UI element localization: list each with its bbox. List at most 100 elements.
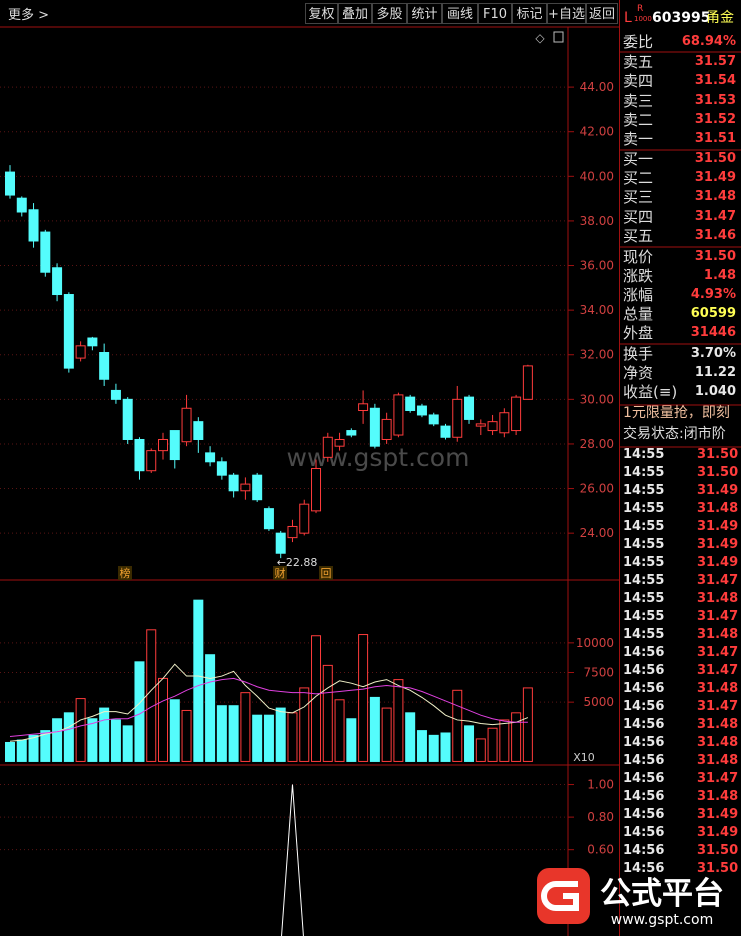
- volume-bar: [346, 718, 357, 762]
- toolbar-button-label[interactable]: 多股: [376, 6, 402, 22]
- trade-time: 14:55: [623, 537, 665, 552]
- toolbar-button-label[interactable]: 复权: [308, 6, 334, 22]
- volume-bar: [299, 687, 310, 762]
- quote-value: 1.040: [694, 384, 736, 399]
- quote-label: 委比: [623, 33, 654, 51]
- quote-value: 11.22: [694, 365, 736, 380]
- candle-body: [110, 389, 121, 400]
- logo-mark: [541, 881, 579, 911]
- candle-body: [181, 407, 192, 443]
- logo-url: www.gspt.com: [611, 912, 713, 928]
- quote-label: 买三: [623, 188, 654, 206]
- volume-bar: [193, 599, 204, 762]
- candle-body: [487, 421, 498, 432]
- flag: 1000: [634, 15, 652, 23]
- quote-value: 3.70%: [690, 346, 736, 361]
- candle-body: [240, 483, 251, 492]
- trade-price: 31.50: [697, 843, 739, 858]
- trade-price: 31.47: [697, 663, 739, 678]
- y-tick-label: 5000: [583, 695, 614, 709]
- trade-price: 31.48: [697, 789, 739, 804]
- volume-bar: [216, 705, 227, 762]
- trade-price: 31.49: [697, 825, 739, 840]
- quote-value: 31.52: [694, 112, 736, 127]
- candle-body: [146, 450, 157, 472]
- candle-body: [522, 365, 533, 400]
- toolbar-button-label[interactable]: +自选: [548, 7, 585, 22]
- trade-time: 14:55: [623, 465, 665, 480]
- quote-label: 卖三: [623, 92, 654, 110]
- candle-body: [87, 337, 98, 347]
- candle-body: [252, 474, 263, 501]
- trade-price: 31.50: [697, 861, 739, 876]
- quote-value: 31.48: [694, 189, 736, 204]
- candle-body: [134, 438, 145, 472]
- volume-bar: [146, 629, 157, 762]
- toolbar-button-label[interactable]: 统计: [411, 7, 437, 22]
- low-label: ←22.88: [277, 556, 318, 569]
- more-button[interactable]: 更多 >: [8, 7, 49, 23]
- flag: L: [624, 10, 632, 26]
- watermark: www.gspt.com: [287, 443, 470, 472]
- trade-price: 31.49: [697, 483, 739, 498]
- volume-bar: [511, 712, 522, 762]
- quote-value: 31.50: [694, 151, 736, 166]
- quote-label: 卖一: [623, 130, 654, 148]
- toolbar-button: [305, 3, 338, 24]
- volume-bar: [5, 741, 15, 762]
- trade-time: 14:55: [623, 555, 665, 570]
- promo[interactable]: 1元限量抢，即刻: [623, 405, 730, 421]
- event-label: 回: [321, 567, 332, 580]
- trade-price: 31.47: [697, 573, 739, 588]
- candle-body: [193, 421, 204, 440]
- candle-body: [334, 438, 345, 447]
- candle-body: [99, 352, 110, 380]
- quote-value: 31.46: [694, 228, 736, 243]
- trade-time: 14:55: [623, 609, 665, 624]
- y-tick-label: 30.00: [580, 392, 614, 406]
- diamond-icon[interactable]: ◇: [535, 31, 545, 45]
- volume-bar: [464, 725, 475, 762]
- y-tick-label: 42.00: [580, 125, 614, 139]
- series-line: [281, 784, 304, 936]
- toolbar-button-label[interactable]: F10: [483, 7, 507, 22]
- trade-price: 31.48: [697, 627, 739, 642]
- trade-time: 14:55: [623, 573, 665, 588]
- trade-price: 31.48: [697, 591, 739, 606]
- event-marker: [319, 566, 333, 580]
- toolbar-button-label[interactable]: 画线: [447, 7, 473, 22]
- window-icon[interactable]: [553, 31, 564, 43]
- candle-body: [511, 396, 522, 432]
- event-marker: [118, 566, 132, 580]
- volume-bar: [228, 705, 239, 762]
- volume-bar: [87, 718, 98, 762]
- quote-label: 涨跌: [623, 267, 654, 285]
- volume-bar: [252, 714, 263, 762]
- toolbar-button: [372, 3, 407, 24]
- trade-time: 14:56: [623, 753, 665, 768]
- quote-label: 外盘: [623, 324, 654, 342]
- volume-bar: [475, 738, 486, 762]
- volume-bar: [369, 696, 380, 762]
- trade-price: 31.50: [697, 465, 739, 480]
- toolbar-button-label[interactable]: 返回: [589, 7, 615, 22]
- candle-body: [169, 430, 180, 461]
- candle-body: [393, 394, 404, 436]
- quote-value: 31.47: [694, 209, 736, 224]
- logo-title: 公式平台: [600, 876, 724, 912]
- toolbar-button: [478, 3, 512, 24]
- candle-body: [5, 171, 15, 196]
- volume-bar: [263, 714, 274, 762]
- trade-time: 14:56: [623, 825, 665, 840]
- volume-bar: [452, 689, 463, 762]
- quote-label: 现价: [623, 248, 654, 266]
- trade-time: 14:56: [623, 681, 665, 696]
- unit-label: X10: [573, 751, 595, 764]
- y-tick-label: 26.00: [580, 482, 614, 496]
- quote-value: 60599: [690, 306, 736, 321]
- toolbar-button-label[interactable]: 标记: [516, 7, 542, 22]
- y-tick-label: 0.60: [587, 843, 614, 857]
- trade-time: 14:55: [623, 627, 665, 642]
- toolbar-button-label[interactable]: 叠加: [342, 7, 368, 22]
- candle-body: [122, 398, 133, 440]
